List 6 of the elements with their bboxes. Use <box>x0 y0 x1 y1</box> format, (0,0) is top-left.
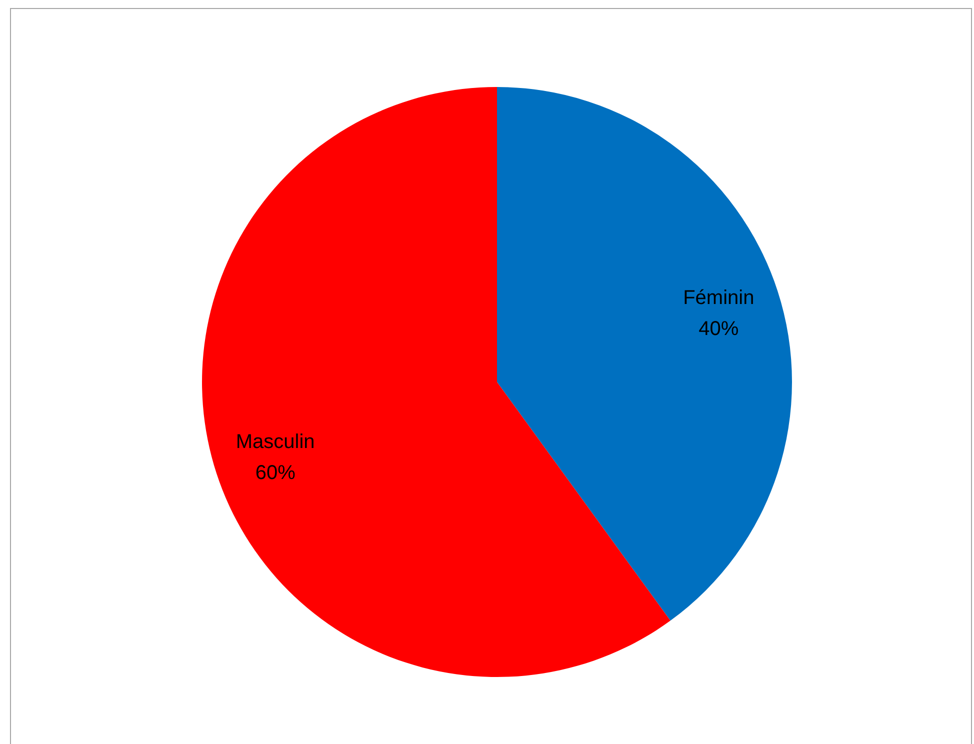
slice-label: Féminin <box>683 286 754 309</box>
data-label: 60% <box>255 462 296 484</box>
pie-slice <box>202 87 670 677</box>
pie-slice <box>497 87 792 621</box>
slice-label: Masculin <box>236 431 315 454</box>
data-label: 40% <box>698 318 739 340</box>
